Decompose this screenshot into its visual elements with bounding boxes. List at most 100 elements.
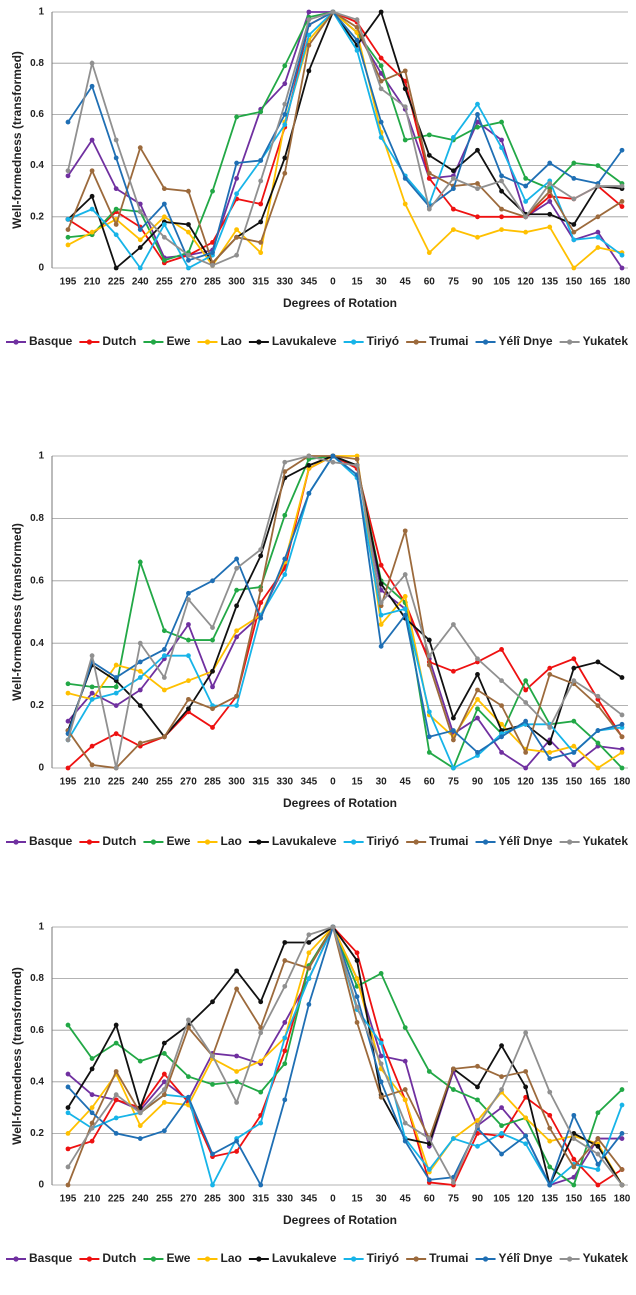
data-point [330,9,336,15]
data-point [619,1167,625,1172]
data-point [258,553,264,559]
data-point [89,137,95,143]
legend-label: Basque [29,334,73,348]
x-tick-label: 75 [448,277,460,288]
x-tick-label: 285 [204,277,221,288]
data-point [523,229,529,235]
data-point [89,1092,95,1098]
data-point [282,122,288,128]
data-point [450,176,456,181]
data-point [113,690,119,696]
legend-marker [351,1256,357,1262]
data-point [595,214,601,220]
data-point [258,615,264,621]
data-point [475,696,480,702]
data-point [210,706,215,712]
data-point [571,1156,577,1162]
data-point [234,1138,240,1144]
data-point [450,668,456,674]
data-point [186,188,191,194]
data-point [571,265,577,271]
data-point [210,1053,215,1059]
data-point [89,60,95,66]
x-tick-label: 120 [517,1194,534,1205]
data-point [258,600,264,606]
data-point [282,983,288,989]
data-point [210,1151,215,1157]
data-point [475,1118,480,1123]
legend-marker [482,339,489,345]
data-point [161,1100,167,1105]
data-point [426,709,432,715]
data-point [161,734,167,740]
x-tick-label: 315 [252,277,269,288]
data-point [258,158,264,163]
data-point [210,250,215,256]
data-point [450,227,456,233]
data-point [186,590,191,596]
x-tick-label: 165 [590,277,607,288]
data-point [282,1020,288,1025]
data-point [378,1079,384,1085]
data-point [282,170,288,176]
data-point [234,968,240,974]
x-tick-label: 225 [108,1194,125,1205]
x-tick-label: 270 [180,777,197,788]
x-tick-label: 270 [180,277,197,288]
data-point [282,1035,288,1041]
data-point [210,263,215,268]
data-point [426,1167,432,1172]
data-point [571,237,577,243]
series-line [67,11,623,264]
data-point [523,199,529,204]
data-point [65,1022,71,1028]
data-point [475,112,480,117]
data-point [450,765,456,771]
data-point [571,176,577,181]
data-point [161,647,167,652]
data-point [234,1053,240,1059]
data-point [475,1084,480,1090]
data-point [378,612,384,618]
data-point [161,1087,167,1092]
data-point [547,160,553,166]
data-point [258,1058,264,1064]
data-point [89,1105,95,1110]
legend-marker [13,1256,19,1262]
data-point [65,168,71,174]
data-point [113,765,119,771]
data-point [258,587,264,593]
data-point [547,181,553,186]
data-point [161,628,167,634]
x-tick-label: 15 [351,777,363,788]
data-point [65,690,71,696]
data-point [378,1053,384,1059]
data-point [619,1102,625,1108]
data-point [450,1180,456,1185]
data-point [65,227,71,233]
data-point [595,1136,601,1141]
data-point [65,1071,71,1077]
x-tick-label: 195 [60,1194,77,1205]
data-point [186,597,191,602]
data-point [186,678,191,684]
data-point [210,684,215,690]
data-point [378,119,384,125]
data-point [571,678,577,684]
data-point [161,257,167,263]
x-tick-label: 15 [351,1194,363,1205]
y-axis-title: Well-formedness (transformed) [10,51,24,229]
data-point [186,637,191,643]
data-point [475,672,480,677]
x-tick-label: 345 [301,1194,318,1205]
data-point [475,1063,480,1069]
data-point [137,640,143,646]
legend-marker [86,839,93,845]
data-point [595,1143,601,1149]
data-point [523,176,529,181]
legend-label: Yukatek [583,334,629,348]
data-point [426,1177,432,1183]
data-point [450,168,456,174]
data-point [402,606,408,612]
x-tick-label: 15 [351,277,363,288]
